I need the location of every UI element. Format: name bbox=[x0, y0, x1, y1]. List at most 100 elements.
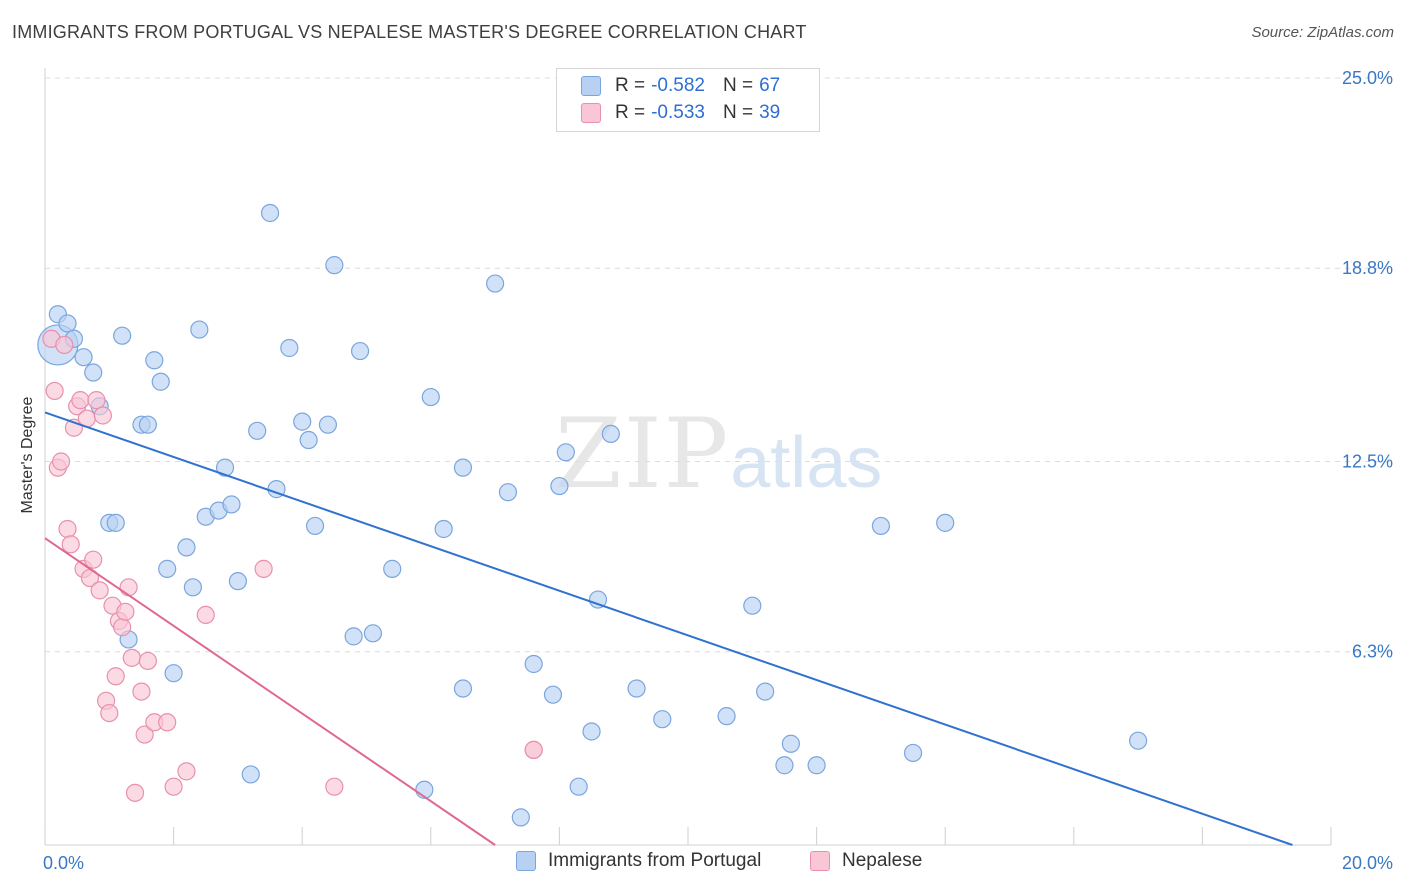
point-portugal bbox=[421, 387, 440, 407]
point-portugal bbox=[106, 513, 125, 532]
point-portugal bbox=[113, 326, 132, 345]
point-portugal bbox=[58, 314, 77, 333]
legend-row-portugal: R = -0.582 N = 67 bbox=[581, 73, 780, 99]
legend-n-label: N = bbox=[722, 75, 754, 96]
point-portugal bbox=[717, 707, 736, 726]
point-nepalese bbox=[61, 535, 80, 554]
point-portugal bbox=[871, 516, 891, 536]
point-portugal bbox=[164, 664, 183, 683]
point-portugal bbox=[569, 777, 588, 796]
legend-r-value: -0.533 bbox=[651, 102, 705, 123]
point-portugal bbox=[190, 320, 209, 339]
legend-item-portugal[interactable]: Immigrants from Portugal bbox=[516, 850, 761, 872]
point-portugal bbox=[486, 274, 505, 293]
source-credit: Source: ZipAtlas.com bbox=[1251, 24, 1394, 41]
point-portugal bbox=[1128, 731, 1148, 750]
point-portugal bbox=[653, 710, 672, 729]
point-nepalese bbox=[71, 391, 90, 410]
point-portugal bbox=[524, 654, 543, 674]
point-portugal bbox=[936, 513, 955, 532]
point-portugal bbox=[84, 363, 103, 382]
watermark: ZIPatlas bbox=[555, 398, 882, 510]
point-portugal bbox=[434, 519, 453, 539]
point-portugal bbox=[743, 596, 762, 615]
y-tick-label: 25.0% bbox=[1342, 68, 1393, 88]
legend-swatch-nepalese bbox=[581, 103, 601, 123]
point-nepalese bbox=[254, 559, 273, 578]
legend-n-value: 39 bbox=[759, 102, 781, 123]
chart-title: IMMIGRANTS FROM PORTUGAL VS NEPALESE MAS… bbox=[12, 22, 807, 42]
point-portugal bbox=[543, 685, 563, 704]
legend-r-label: R = bbox=[615, 102, 646, 123]
y-tick-label: 18.8% bbox=[1342, 258, 1393, 278]
point-portugal bbox=[775, 756, 794, 775]
point-portugal bbox=[280, 338, 299, 358]
point-nepalese bbox=[196, 605, 215, 625]
point-nepalese bbox=[325, 777, 344, 796]
legend-n-value: 67 bbox=[759, 75, 781, 96]
point-portugal bbox=[383, 559, 402, 578]
point-portugal bbox=[151, 372, 170, 391]
point-portugal bbox=[601, 424, 620, 443]
legend-item-nepalese[interactable]: Nepalese bbox=[810, 850, 922, 872]
point-portugal bbox=[138, 415, 157, 434]
legend-swatch-portugal bbox=[581, 76, 601, 96]
point-portugal bbox=[498, 483, 518, 502]
point-portugal bbox=[556, 443, 575, 462]
trend-line-portugal bbox=[44, 411, 1293, 846]
point-portugal bbox=[318, 415, 338, 434]
watermark-atlas: atlas bbox=[730, 423, 883, 503]
point-portugal bbox=[756, 682, 775, 701]
y-tick-label: 12.5% bbox=[1342, 452, 1393, 472]
point-nepalese bbox=[116, 602, 135, 621]
point-nepalese bbox=[51, 452, 71, 471]
point-nepalese bbox=[122, 648, 141, 667]
point-nepalese bbox=[84, 550, 103, 569]
point-nepalese bbox=[177, 762, 196, 781]
point-nepalese bbox=[58, 519, 77, 539]
point-portugal bbox=[177, 538, 196, 557]
point-nepalese bbox=[158, 713, 177, 732]
point-portugal bbox=[582, 722, 601, 741]
legend-swatch-nepalese bbox=[810, 851, 830, 871]
x-tick-label-max: 20.0% bbox=[1342, 853, 1393, 873]
point-portugal bbox=[588, 590, 608, 609]
series-legend: Immigrants from Portugal Nepalese bbox=[0, 850, 1406, 878]
x-tick-label-min: 0.0% bbox=[43, 853, 84, 873]
legend-r-label: R = bbox=[615, 75, 646, 96]
point-nepalese bbox=[125, 783, 145, 802]
point-nepalese bbox=[132, 682, 151, 701]
watermark-zip: ZIP bbox=[555, 398, 731, 510]
point-nepalese bbox=[55, 335, 74, 355]
point-portugal bbox=[145, 351, 164, 370]
point-nepalese bbox=[524, 740, 543, 759]
legend-n-label: N = bbox=[722, 102, 754, 123]
point-portugal bbox=[781, 734, 800, 753]
point-portugal bbox=[248, 421, 267, 440]
point-portugal bbox=[807, 756, 826, 775]
point-portugal bbox=[215, 458, 235, 477]
point-portugal bbox=[453, 458, 473, 477]
legend-label-portugal: Immigrants from Portugal bbox=[548, 850, 762, 871]
point-portugal bbox=[903, 743, 923, 763]
point-portugal bbox=[453, 679, 473, 698]
point-portugal bbox=[74, 348, 93, 367]
y-tick-label: 6.3% bbox=[1352, 642, 1393, 662]
legend-row-nepalese: R = -0.533 N = 39 bbox=[581, 100, 780, 126]
point-portugal bbox=[344, 627, 363, 646]
legend-r-value: -0.582 bbox=[651, 75, 705, 96]
point-nepalese bbox=[113, 618, 132, 637]
point-nepalese bbox=[45, 381, 64, 401]
point-portugal bbox=[158, 559, 177, 578]
point-nepalese bbox=[164, 777, 183, 796]
point-portugal bbox=[183, 578, 202, 597]
point-portugal bbox=[305, 516, 325, 536]
point-portugal bbox=[228, 572, 247, 591]
legend-swatch-portugal bbox=[516, 851, 536, 871]
point-portugal bbox=[550, 476, 569, 496]
point-portugal bbox=[325, 256, 344, 275]
stats-legend: R = -0.582 N = 67 R = -0.533 N = 39 bbox=[556, 68, 820, 132]
point-portugal bbox=[627, 679, 646, 698]
point-nepalese bbox=[90, 581, 109, 600]
point-portugal bbox=[299, 430, 318, 450]
